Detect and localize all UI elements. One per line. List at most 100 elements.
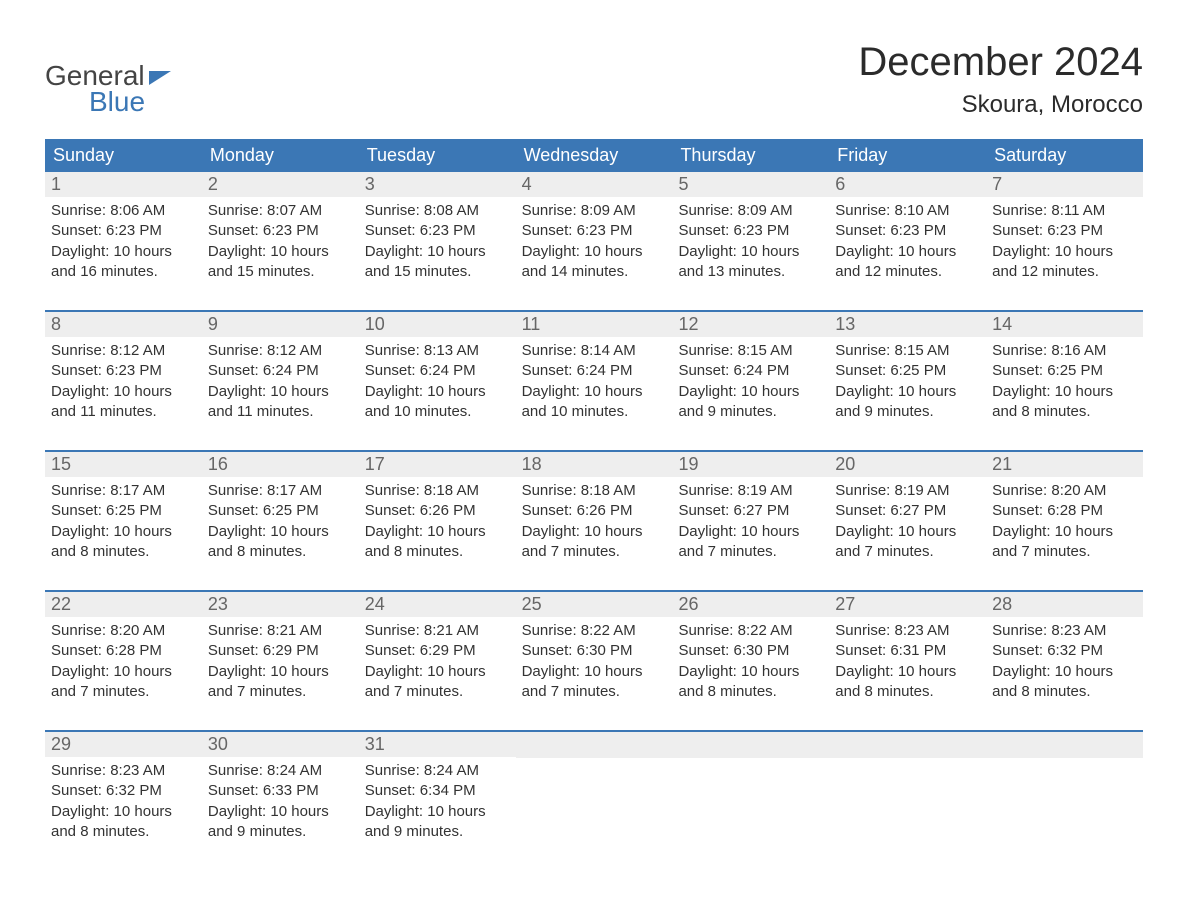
- sunrise-text: Sunrise: 8:19 AM: [835, 481, 980, 501]
- week-row: 22Sunrise: 8:20 AMSunset: 6:28 PMDayligh…: [45, 590, 1143, 716]
- day-body: Sunrise: 8:23 AMSunset: 6:31 PMDaylight:…: [829, 617, 986, 712]
- day-body: Sunrise: 8:19 AMSunset: 6:27 PMDaylight:…: [829, 477, 986, 572]
- sunrise-text: Sunrise: 8:09 AM: [678, 201, 823, 221]
- sunset-text: Sunset: 6:30 PM: [522, 641, 667, 661]
- sunrise-text: Sunrise: 8:20 AM: [992, 481, 1137, 501]
- day-body: Sunrise: 8:07 AMSunset: 6:23 PMDaylight:…: [202, 197, 359, 292]
- sunrise-text: Sunrise: 8:13 AM: [365, 341, 510, 361]
- day-cell: [986, 732, 1143, 856]
- sunset-text: Sunset: 6:30 PM: [678, 641, 823, 661]
- day-body: Sunrise: 8:21 AMSunset: 6:29 PMDaylight:…: [202, 617, 359, 712]
- sunset-text: Sunset: 6:23 PM: [51, 361, 196, 381]
- day-number: 21: [986, 452, 1143, 477]
- sunset-text: Sunset: 6:32 PM: [51, 781, 196, 801]
- day-cell: 16Sunrise: 8:17 AMSunset: 6:25 PMDayligh…: [202, 452, 359, 576]
- day-body: Sunrise: 8:12 AMSunset: 6:23 PMDaylight:…: [45, 337, 202, 432]
- sunset-text: Sunset: 6:29 PM: [365, 641, 510, 661]
- day-number: 12: [672, 312, 829, 337]
- daylight-text: Daylight: 10 hours and 8 minutes.: [365, 522, 510, 563]
- day-body: Sunrise: 8:24 AMSunset: 6:33 PMDaylight:…: [202, 757, 359, 852]
- day-number: 2: [202, 172, 359, 197]
- sunrise-text: Sunrise: 8:10 AM: [835, 201, 980, 221]
- day-number: 14: [986, 312, 1143, 337]
- weekday-header: Saturday: [986, 139, 1143, 172]
- day-number: 31: [359, 732, 516, 757]
- calendar-grid: SundayMondayTuesdayWednesdayThursdayFrid…: [45, 139, 1143, 856]
- day-number-empty: [829, 732, 986, 758]
- daylight-text: Daylight: 10 hours and 8 minutes.: [51, 522, 196, 563]
- day-body: Sunrise: 8:15 AMSunset: 6:24 PMDaylight:…: [672, 337, 829, 432]
- sunset-text: Sunset: 6:27 PM: [835, 501, 980, 521]
- day-number: 10: [359, 312, 516, 337]
- day-body: Sunrise: 8:10 AMSunset: 6:23 PMDaylight:…: [829, 197, 986, 292]
- day-cell: 17Sunrise: 8:18 AMSunset: 6:26 PMDayligh…: [359, 452, 516, 576]
- sunset-text: Sunset: 6:33 PM: [208, 781, 353, 801]
- daylight-text: Daylight: 10 hours and 7 minutes.: [208, 662, 353, 703]
- day-number: 26: [672, 592, 829, 617]
- title-block: December 2024 Skoura, Morocco: [858, 40, 1143, 119]
- sunrise-text: Sunrise: 8:06 AM: [51, 201, 196, 221]
- day-number-empty: [516, 732, 673, 758]
- logo-text-blue: Blue: [89, 86, 145, 118]
- day-number-empty: [672, 732, 829, 758]
- day-cell: [672, 732, 829, 856]
- day-cell: 22Sunrise: 8:20 AMSunset: 6:28 PMDayligh…: [45, 592, 202, 716]
- day-body: Sunrise: 8:08 AMSunset: 6:23 PMDaylight:…: [359, 197, 516, 292]
- day-body: Sunrise: 8:06 AMSunset: 6:23 PMDaylight:…: [45, 197, 202, 292]
- day-body: Sunrise: 8:17 AMSunset: 6:25 PMDaylight:…: [45, 477, 202, 572]
- sunset-text: Sunset: 6:23 PM: [992, 221, 1137, 241]
- daylight-text: Daylight: 10 hours and 9 minutes.: [208, 802, 353, 843]
- day-number-empty: [986, 732, 1143, 758]
- day-number: 3: [359, 172, 516, 197]
- weekday-header: Sunday: [45, 139, 202, 172]
- sunrise-text: Sunrise: 8:23 AM: [51, 761, 196, 781]
- day-cell: 1Sunrise: 8:06 AMSunset: 6:23 PMDaylight…: [45, 172, 202, 296]
- day-cell: 20Sunrise: 8:19 AMSunset: 6:27 PMDayligh…: [829, 452, 986, 576]
- sunset-text: Sunset: 6:31 PM: [835, 641, 980, 661]
- sunset-text: Sunset: 6:23 PM: [51, 221, 196, 241]
- daylight-text: Daylight: 10 hours and 9 minutes.: [678, 382, 823, 423]
- day-body: Sunrise: 8:23 AMSunset: 6:32 PMDaylight:…: [986, 617, 1143, 712]
- day-body: Sunrise: 8:16 AMSunset: 6:25 PMDaylight:…: [986, 337, 1143, 432]
- day-cell: 4Sunrise: 8:09 AMSunset: 6:23 PMDaylight…: [516, 172, 673, 296]
- day-cell: 2Sunrise: 8:07 AMSunset: 6:23 PMDaylight…: [202, 172, 359, 296]
- sunset-text: Sunset: 6:25 PM: [51, 501, 196, 521]
- day-number: 27: [829, 592, 986, 617]
- day-body: Sunrise: 8:23 AMSunset: 6:32 PMDaylight:…: [45, 757, 202, 852]
- day-cell: 25Sunrise: 8:22 AMSunset: 6:30 PMDayligh…: [516, 592, 673, 716]
- day-number: 29: [45, 732, 202, 757]
- sunrise-text: Sunrise: 8:14 AM: [522, 341, 667, 361]
- sunset-text: Sunset: 6:26 PM: [365, 501, 510, 521]
- day-cell: 7Sunrise: 8:11 AMSunset: 6:23 PMDaylight…: [986, 172, 1143, 296]
- day-cell: 5Sunrise: 8:09 AMSunset: 6:23 PMDaylight…: [672, 172, 829, 296]
- daylight-text: Daylight: 10 hours and 7 minutes.: [835, 522, 980, 563]
- day-number: 17: [359, 452, 516, 477]
- day-cell: 29Sunrise: 8:23 AMSunset: 6:32 PMDayligh…: [45, 732, 202, 856]
- daylight-text: Daylight: 10 hours and 11 minutes.: [51, 382, 196, 423]
- day-number: 5: [672, 172, 829, 197]
- daylight-text: Daylight: 10 hours and 7 minutes.: [678, 522, 823, 563]
- sunrise-text: Sunrise: 8:18 AM: [522, 481, 667, 501]
- sunset-text: Sunset: 6:23 PM: [678, 221, 823, 241]
- sunrise-text: Sunrise: 8:23 AM: [992, 621, 1137, 641]
- week-row: 8Sunrise: 8:12 AMSunset: 6:23 PMDaylight…: [45, 310, 1143, 436]
- sunset-text: Sunset: 6:25 PM: [992, 361, 1137, 381]
- day-cell: 19Sunrise: 8:19 AMSunset: 6:27 PMDayligh…: [672, 452, 829, 576]
- week-row: 29Sunrise: 8:23 AMSunset: 6:32 PMDayligh…: [45, 730, 1143, 856]
- daylight-text: Daylight: 10 hours and 8 minutes.: [835, 662, 980, 703]
- day-body: Sunrise: 8:21 AMSunset: 6:29 PMDaylight:…: [359, 617, 516, 712]
- sunrise-text: Sunrise: 8:17 AM: [208, 481, 353, 501]
- day-body: Sunrise: 8:15 AMSunset: 6:25 PMDaylight:…: [829, 337, 986, 432]
- day-body: Sunrise: 8:17 AMSunset: 6:25 PMDaylight:…: [202, 477, 359, 572]
- sunrise-text: Sunrise: 8:20 AM: [51, 621, 196, 641]
- day-body: Sunrise: 8:12 AMSunset: 6:24 PMDaylight:…: [202, 337, 359, 432]
- sunrise-text: Sunrise: 8:24 AM: [365, 761, 510, 781]
- weekday-header: Thursday: [672, 139, 829, 172]
- sunrise-text: Sunrise: 8:21 AM: [365, 621, 510, 641]
- sunset-text: Sunset: 6:23 PM: [835, 221, 980, 241]
- daylight-text: Daylight: 10 hours and 10 minutes.: [365, 382, 510, 423]
- logo: General Blue: [45, 60, 171, 118]
- sunset-text: Sunset: 6:26 PM: [522, 501, 667, 521]
- sunrise-text: Sunrise: 8:12 AM: [208, 341, 353, 361]
- day-number: 30: [202, 732, 359, 757]
